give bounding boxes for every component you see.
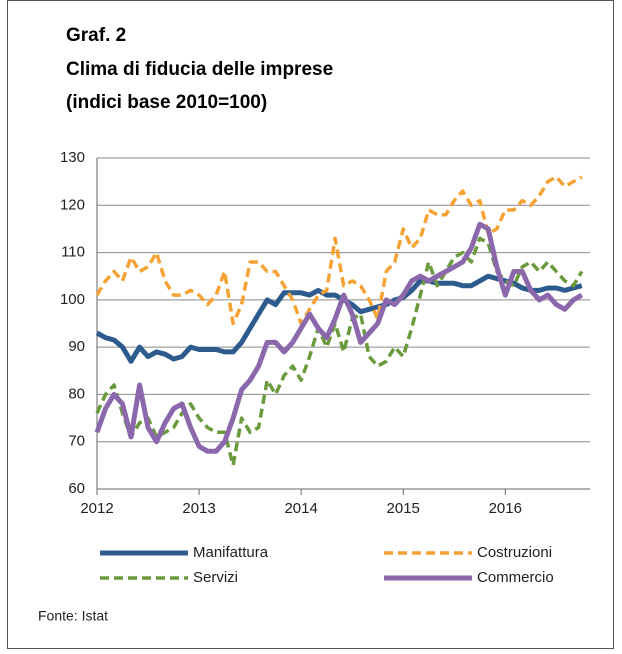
y-tick-label: 70 <box>68 433 85 450</box>
y-tick-label: 90 <box>68 338 85 355</box>
x-tick-label: 2016 <box>489 500 522 517</box>
legend-label: Commercio <box>477 569 554 586</box>
line-series <box>94 221 584 454</box>
source: Fonte: Istat <box>38 608 108 624</box>
legend-label: Servizi <box>193 569 238 586</box>
y-tick-label: 80 <box>68 385 85 402</box>
x-tick-label: 2012 <box>80 500 113 517</box>
frame <box>7 0 614 649</box>
x-tick-label: 2014 <box>284 500 317 517</box>
line-series <box>95 236 584 468</box>
chart-subtitle: (indici base 2010=100) <box>66 92 267 113</box>
x-tick-label: 2013 <box>182 500 215 517</box>
y-tick-label: 110 <box>61 244 85 261</box>
legend-label: Manifattura <box>193 544 269 561</box>
y-tick-label: 100 <box>60 291 85 308</box>
chart-subtitle: Clima di fiducia delle imprese <box>66 59 333 80</box>
y-tick-label: 120 <box>60 196 85 213</box>
y-tick-label: 130 <box>60 149 85 166</box>
legend-label: Costruzioni <box>477 544 552 561</box>
x-tick-label: 2015 <box>387 500 420 517</box>
y-tick-label: 60 <box>68 480 85 497</box>
chart-title: Graf. 2 <box>66 25 126 46</box>
line-series <box>95 175 583 326</box>
